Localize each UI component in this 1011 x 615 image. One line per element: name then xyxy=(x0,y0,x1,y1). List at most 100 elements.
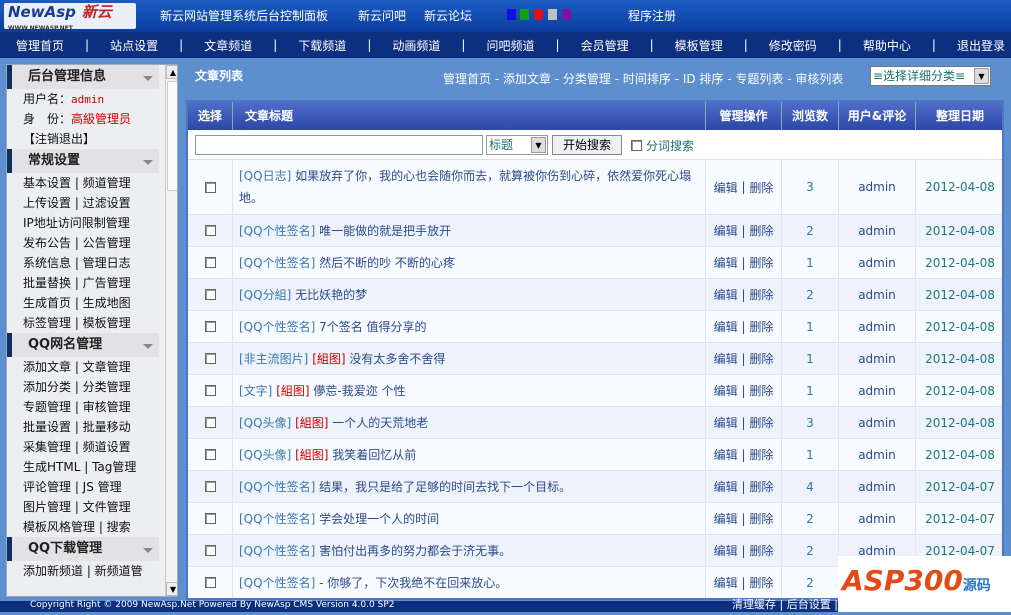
theme-swatch-blue[interactable] xyxy=(507,9,516,20)
sidebar-item[interactable]: 生成HTML | Tag管理 xyxy=(23,460,137,474)
nav-item[interactable]: 文章频道 xyxy=(204,38,253,53)
edit-link[interactable]: 编辑 xyxy=(713,480,738,494)
sidebar-item[interactable]: 评论管理 | JS 管理 xyxy=(23,480,122,494)
scroll-thumb[interactable] xyxy=(167,81,177,191)
user-link[interactable]: admin xyxy=(839,375,916,406)
edit-link[interactable]: 编辑 xyxy=(713,352,738,366)
main-links[interactable]: 管理首页 - 添加文章 - 分类管理 - 时间排序 - ID 排序 - 专题列表… xyxy=(443,72,844,86)
user-link[interactable]: admin xyxy=(839,279,916,310)
article-title-link[interactable]: [QQ分組] 无比妖艳的梦 xyxy=(233,279,706,310)
scroll-down-icon[interactable]: ▼ xyxy=(166,582,177,596)
edit-link[interactable]: 编辑 xyxy=(713,288,738,302)
article-title-link[interactable]: [QQ头像] [組图] 我笑着回忆从前 xyxy=(233,439,706,470)
row-checkbox[interactable] xyxy=(204,449,216,460)
user-link[interactable]: admin xyxy=(839,247,916,278)
sidebar-item[interactable]: 添加文章 | 文章管理 xyxy=(23,360,131,374)
sidebar-item[interactable]: 基本设置 | 频道管理 xyxy=(23,176,131,190)
nav-item[interactable]: 会员管理 xyxy=(580,38,629,53)
theme-swatch-purple[interactable] xyxy=(562,9,571,20)
edit-link[interactable]: 编辑 xyxy=(713,448,738,462)
register-link[interactable]: 程序注册 xyxy=(628,9,677,23)
search-input[interactable] xyxy=(195,135,483,155)
row-checkbox[interactable] xyxy=(204,577,216,588)
article-title-link[interactable]: [非主流图片] [組图] 没有太多舍不舍得 xyxy=(233,343,706,374)
edit-link[interactable]: 编辑 xyxy=(713,416,738,430)
sidebar-section-header[interactable]: 后台管理信息 xyxy=(7,65,159,89)
theme-swatch-red[interactable] xyxy=(534,9,543,20)
sidebar-item[interactable]: 采集管理 | 频道设置 xyxy=(23,440,131,454)
row-checkbox[interactable] xyxy=(204,289,216,300)
sidebar-section-header[interactable]: 常规设置 xyxy=(7,149,159,173)
nav-item[interactable]: 问吧频道 xyxy=(486,38,535,53)
article-title-link[interactable]: [QQ个性签名] - 你够了，下次我绝不在回来放心。 xyxy=(233,567,706,598)
user-link[interactable]: admin xyxy=(839,160,916,214)
sidebar-item[interactable]: 图片管理 | 文件管理 xyxy=(23,500,131,514)
user-link[interactable]: admin xyxy=(839,311,916,342)
row-checkbox[interactable] xyxy=(204,385,216,396)
theme-swatch-gray[interactable] xyxy=(548,9,557,20)
delete-link[interactable]: 删除 xyxy=(749,512,774,526)
row-checkbox[interactable] xyxy=(204,545,216,556)
sidebar-item[interactable]: 标签管理 | 模板管理 xyxy=(23,316,131,330)
delete-link[interactable]: 删除 xyxy=(749,384,774,398)
theme-swatch-green[interactable] xyxy=(520,9,529,20)
article-title-link[interactable]: [QQ个性签名] 然后不断的吵 不断的心疼 xyxy=(233,247,706,278)
sidebar-item[interactable]: IP地址访问限制管理 xyxy=(23,216,130,230)
sidebar-item[interactable]: 模板风格管理 | 搜索 xyxy=(23,520,131,534)
user-link[interactable]: admin xyxy=(839,535,916,566)
user-link[interactable]: admin xyxy=(839,503,916,534)
nav-item[interactable]: 下载频道 xyxy=(298,38,347,53)
newasp-logo[interactable]: NewAsp 新云 WWW.NEWASP.NET xyxy=(4,3,136,32)
edit-link[interactable]: 编辑 xyxy=(713,320,738,334)
sidebar-item[interactable]: 发布公告 | 公告管理 xyxy=(23,236,131,250)
nav-item[interactable]: 退出登录 xyxy=(956,38,1005,53)
delete-link[interactable]: 删除 xyxy=(749,544,774,558)
article-title-link[interactable]: [文字] [組图] 儚莣-莪爱迩 个性 xyxy=(233,375,706,406)
edit-link[interactable]: 编辑 xyxy=(713,180,738,195)
article-title-link[interactable]: [QQ个性签名] 结果，我只是给了足够的时间去找下一个目标。 xyxy=(233,471,706,502)
article-title-link[interactable]: [QQ个性签名] 7个签名 值得分享的 xyxy=(233,311,706,342)
sidebar-item[interactable]: 上传设置 | 过滤设置 xyxy=(23,196,131,210)
sidebar-item[interactable]: 批量替换 | 广告管理 xyxy=(23,276,131,290)
edit-link[interactable]: 编辑 xyxy=(713,384,738,398)
sidebar-item[interactable]: 专题管理 | 审核管理 xyxy=(23,400,131,414)
row-checkbox[interactable] xyxy=(204,353,216,364)
nav-item[interactable]: 帮助中心 xyxy=(862,38,911,53)
scroll-up-icon[interactable]: ▲ xyxy=(166,65,177,79)
segment-search-checkbox[interactable] xyxy=(631,140,642,151)
article-title-link[interactable]: [QQ个性签名] 害怕付出再多的努力都会于济无事。 xyxy=(233,535,706,566)
delete-link[interactable]: 删除 xyxy=(749,576,774,590)
edit-link[interactable]: 编辑 xyxy=(713,576,738,590)
user-link[interactable]: admin xyxy=(839,215,916,246)
nav-item[interactable]: 修改密码 xyxy=(768,38,817,53)
row-checkbox[interactable] xyxy=(204,513,216,524)
article-title-link[interactable]: [QQ个性签名] 学会处理一个人的时间 xyxy=(233,503,706,534)
delete-link[interactable]: 删除 xyxy=(749,352,774,366)
edit-link[interactable]: 编辑 xyxy=(713,256,738,270)
delete-link[interactable]: 删除 xyxy=(749,480,774,494)
article-title-link[interactable]: [QQ头像] [組图] 一个人的天荒地老 xyxy=(233,407,706,438)
sidebar-section-header[interactable]: QQ网名管理 xyxy=(7,333,159,357)
sidebar-item[interactable]: 生成首页 | 生成地图 xyxy=(23,296,131,310)
nav-item[interactable]: 模板管理 xyxy=(674,38,723,53)
delete-link[interactable]: 删除 xyxy=(749,320,774,334)
link-wenba[interactable]: 新云问吧 xyxy=(358,9,407,23)
row-checkbox[interactable] xyxy=(204,321,216,332)
row-checkbox[interactable] xyxy=(204,257,216,268)
row-checkbox[interactable] xyxy=(204,417,216,428)
article-title-link[interactable]: [QQ个性签名] 唯一能做的就是把手放开 xyxy=(233,215,706,246)
sidebar-item[interactable]: 添加新频道 | 新频道管 xyxy=(23,564,143,578)
row-checkbox[interactable] xyxy=(204,225,216,236)
sidebar-item[interactable]: 添加分类 | 分类管理 xyxy=(23,380,131,394)
delete-link[interactable]: 删除 xyxy=(749,180,774,195)
user-link[interactable]: admin xyxy=(839,439,916,470)
sidebar-section-header[interactable]: QQ下载管理 xyxy=(7,537,159,561)
delete-link[interactable]: 删除 xyxy=(749,224,774,238)
edit-link[interactable]: 编辑 xyxy=(713,544,738,558)
link-forum[interactable]: 新云论坛 xyxy=(424,9,473,23)
sidebar-item[interactable]: 批量设置 | 批量移动 xyxy=(23,420,131,434)
nav-item[interactable]: 动画频道 xyxy=(392,38,441,53)
delete-link[interactable]: 删除 xyxy=(749,416,774,430)
nav-item[interactable]: 管理首页 xyxy=(16,38,65,53)
edit-link[interactable]: 编辑 xyxy=(713,224,738,238)
